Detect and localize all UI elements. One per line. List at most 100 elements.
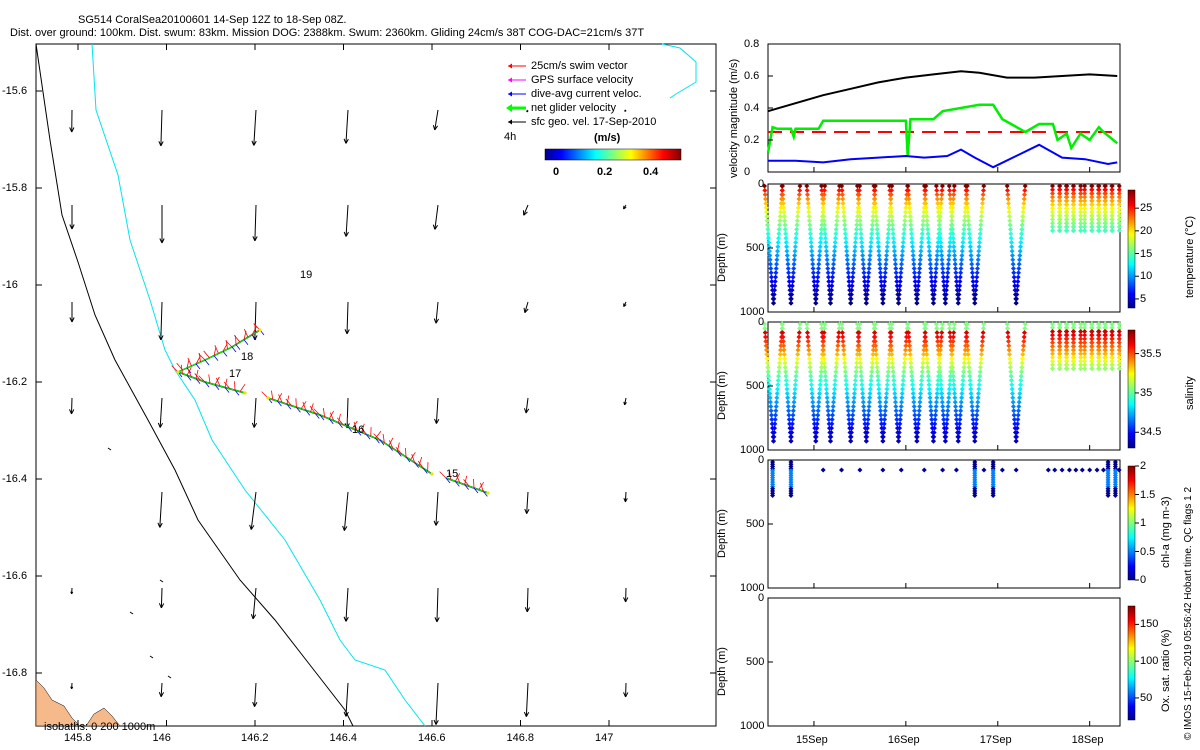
profile-sample — [926, 244, 932, 250]
profile-sample — [842, 231, 848, 237]
profile-sample — [776, 226, 782, 232]
profile-sample — [806, 213, 812, 219]
profile-sample — [849, 287, 855, 293]
profile-sample — [963, 192, 969, 198]
profile-sample — [832, 377, 838, 383]
profile-sample — [1109, 187, 1115, 193]
sfc-velocity-arrowhead — [523, 711, 530, 717]
profile-sample — [967, 377, 973, 383]
profile-sample — [969, 265, 975, 271]
profile-sample — [1010, 395, 1016, 401]
profile-sample — [953, 403, 959, 409]
sfc-velocity-arrowhead — [69, 224, 75, 230]
profile-sample — [1109, 194, 1115, 200]
profile-sample — [909, 231, 915, 237]
profile-sample — [916, 408, 922, 414]
chl-sample — [1087, 467, 1093, 473]
profile-sample — [776, 369, 782, 375]
profile-sample — [1078, 343, 1084, 349]
swim-vector — [480, 482, 484, 492]
profile-sample — [935, 382, 941, 388]
profile-sample — [897, 421, 903, 427]
profile-sample — [1012, 421, 1018, 427]
profile-sample — [1007, 360, 1013, 366]
profile-sample — [921, 209, 927, 215]
profile-sample — [969, 261, 975, 267]
profile-sample — [960, 235, 966, 241]
profile-sample — [784, 382, 790, 388]
profile-sample — [961, 222, 967, 228]
profile-sample — [1008, 239, 1014, 245]
profile-sample — [775, 239, 781, 245]
profile-sample — [935, 205, 941, 211]
profile-sample — [1082, 209, 1088, 215]
profile-sample — [764, 356, 770, 362]
profile-sample — [906, 338, 912, 344]
profile-sample — [808, 377, 814, 383]
profile-sample — [764, 347, 770, 353]
profile-sample — [939, 399, 945, 405]
profile-sample — [934, 395, 940, 401]
profile-sample — [876, 252, 882, 258]
profile-sample — [849, 278, 855, 284]
profile-sample — [927, 252, 933, 258]
profile-sample — [1109, 205, 1115, 211]
swim-vector — [223, 381, 231, 390]
profile-sample — [1057, 336, 1063, 342]
profile-sample — [785, 399, 791, 405]
profile-sample — [922, 325, 928, 331]
sfc-velocity-arrow — [159, 397, 163, 428]
profile-sample — [823, 377, 829, 383]
profile-sample — [863, 438, 869, 444]
sfc-velocity-arrow — [107, 447, 112, 451]
profile-sample — [909, 373, 915, 379]
profile-sample — [980, 334, 986, 340]
profile-sample — [1021, 334, 1027, 340]
profile-sample — [943, 430, 949, 435]
swim-vector — [187, 368, 192, 378]
profile-sample — [1057, 194, 1063, 200]
profile-sample — [786, 270, 792, 276]
profile-sample — [936, 360, 942, 366]
velocity-axis-label: velocity magnitude (m/s) — [728, 58, 740, 178]
profile-sample — [780, 338, 786, 344]
profile-sample — [849, 416, 855, 422]
profile-sample — [1021, 330, 1027, 336]
swim-vector — [388, 440, 394, 449]
profile-sample — [951, 192, 957, 198]
profile-sample — [924, 351, 930, 357]
sfc-velocity-arrow — [434, 109, 439, 131]
profile-sample — [1006, 351, 1012, 357]
profile-sample — [813, 300, 819, 306]
profile-sample — [1015, 283, 1021, 289]
profile-sample — [782, 364, 788, 370]
profile-sample — [764, 209, 770, 215]
profile-sample — [1015, 274, 1021, 280]
profile-sample — [830, 408, 836, 414]
profile-sample — [786, 278, 792, 284]
profile-sample — [1109, 228, 1115, 234]
profile-sample — [865, 412, 871, 418]
profile-sample — [1102, 202, 1108, 208]
profile-sample — [1063, 343, 1069, 349]
profile-sample — [1071, 362, 1077, 368]
profile-sample — [806, 218, 812, 224]
profile-sample — [980, 192, 986, 198]
profile-sample — [952, 395, 958, 401]
profile-sample — [948, 205, 954, 211]
profile-sample — [1057, 343, 1063, 349]
profile-sample — [957, 416, 963, 422]
sfc-velocity-arrowhead — [343, 138, 349, 144]
dac-vector — [397, 451, 402, 457]
profile-sample — [1050, 358, 1056, 364]
profile-sample — [969, 270, 975, 276]
profile-sample — [898, 403, 904, 409]
profile-sample — [767, 252, 773, 258]
profile-sample — [885, 231, 891, 237]
map-y-tick-label: -15.6 — [2, 85, 28, 97]
profile-sample — [1011, 278, 1017, 284]
profile-sample — [931, 296, 937, 302]
profile-sample — [976, 382, 982, 388]
sfc-velocity-arrowhead — [623, 597, 629, 603]
profile-sample — [1019, 226, 1025, 232]
